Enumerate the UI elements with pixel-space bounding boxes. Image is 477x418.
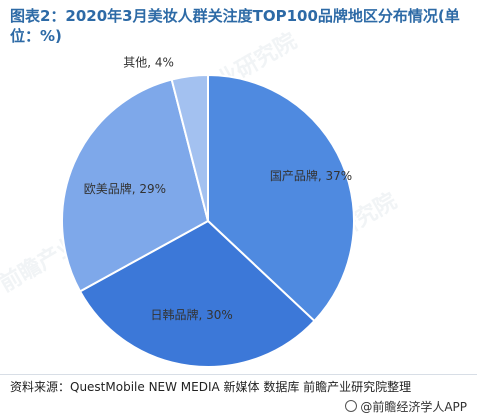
pie-slice-4 bbox=[170, 73, 209, 222]
brand-footer: @前瞻经济学人APP bbox=[345, 398, 467, 415]
brand-logo-icon bbox=[345, 400, 358, 412]
slice-label-1: 国产品牌, 37% bbox=[270, 169, 352, 183]
slice-label-4: 其他, 4% bbox=[123, 55, 174, 69]
pie-chart: 国产品牌, 37% 日韩品牌, 30% 欧美品牌, 29% 其他, 4% bbox=[61, 55, 355, 368]
pie-slice-1 bbox=[207, 73, 355, 323]
chart-title: 图表2：2020年3月美妆人群关注度TOP100品牌地区分布情况(单位：%) bbox=[10, 7, 460, 45]
pie-slice-3 bbox=[61, 78, 210, 293]
pie-slice-2 bbox=[78, 219, 316, 368]
slice-label-2: 日韩品牌, 30% bbox=[150, 307, 232, 322]
divider bbox=[0, 374, 477, 375]
slice-label-3: 欧美品牌, 29% bbox=[84, 182, 166, 196]
brand-label: @前瞻经济学人APP bbox=[360, 400, 467, 414]
source-text: 资料来源：QuestMobile NEW MEDIA 新媒体 数据库 前瞻产业研… bbox=[10, 380, 412, 394]
